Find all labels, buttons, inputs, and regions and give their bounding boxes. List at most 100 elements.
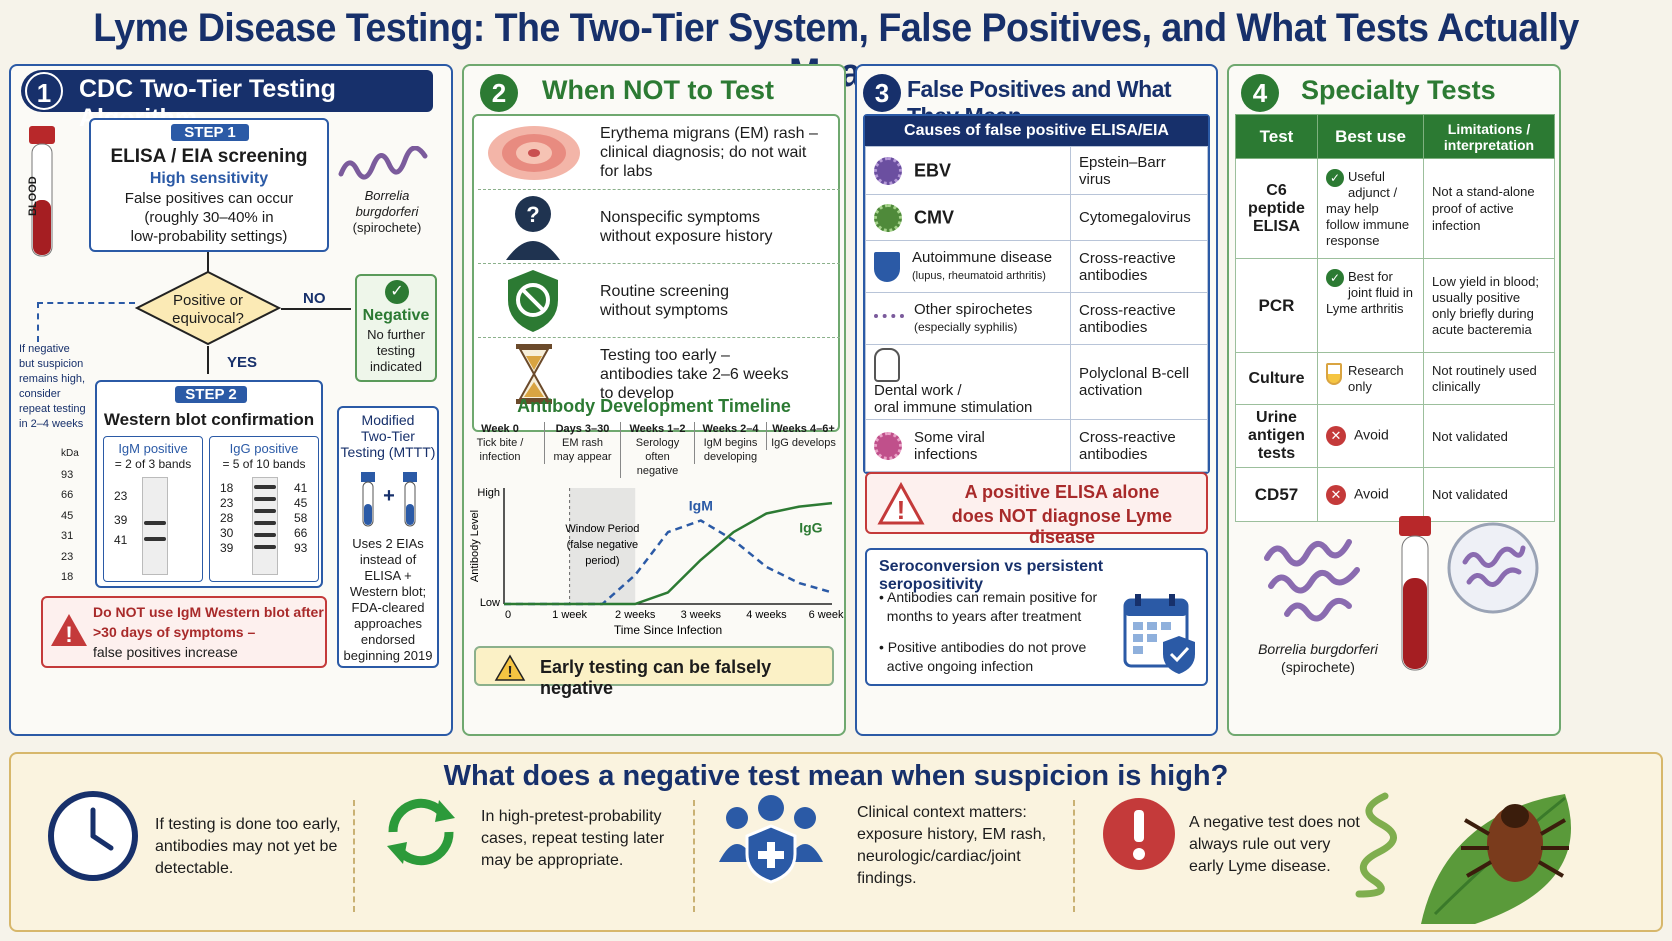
check-icon: ✓ <box>1326 269 1344 287</box>
fp-row-spirochetes: Other spirochetes (especially syphilis) C… <box>865 292 1208 345</box>
igm-rule: = 2 of 3 bands <box>114 457 192 471</box>
x-icon: ✕ <box>1326 426 1346 446</box>
fp-effect: Polyclonal B-cell activation <box>1070 344 1208 420</box>
phase-2-a: Weeks 1–2 <box>629 423 686 435</box>
fp-cause-3b: (lupus, rheumatoid arthritis) <box>912 269 1046 282</box>
negative-l3: indicated <box>369 359 423 374</box>
spirochetes-illustration <box>1264 539 1360 622</box>
warning-icon: ! <box>877 482 925 525</box>
igg-strip <box>252 477 278 575</box>
bottom-banner: What does a negative test mean when susp… <box>9 752 1663 932</box>
igg-left-4: 30 <box>220 526 234 540</box>
b3-l1: Clinical context matters: <box>857 804 1027 821</box>
igg-rule: = 5 of 10 bands <box>222 457 306 471</box>
row4-text: Testing too early – antibodies take 2–6 w… <box>600 346 789 403</box>
igg-band <box>254 533 276 537</box>
kda-23: 23 <box>61 550 74 563</box>
bug-name: Borrelia burgdorferi (spirochete) <box>341 188 433 236</box>
phase-3: Weeks 2–4 IgM begins developing <box>694 422 766 464</box>
virus-icon <box>874 431 902 460</box>
spec-lim-cd57: Not validated <box>1423 467 1555 522</box>
igg-band <box>254 521 276 525</box>
side-note-6: in 2–4 weeks <box>19 418 84 430</box>
igm-band-41 <box>144 537 166 541</box>
igg-strip-box: IgG positive = 5 of 10 bands 18 23 28 30 39 … <box>209 436 319 582</box>
window-annotation: Window Period <box>565 523 639 535</box>
early-banner: ! Early testing can be falsely negative <box>474 646 834 698</box>
caption: Borrelia burgdorferi (spirochete) <box>1243 640 1393 676</box>
kda-label: kDa <box>61 448 79 459</box>
b1-l3: detectable. <box>155 860 234 877</box>
panel-2-title: When NOT to Test <box>542 75 774 105</box>
fp-row-ebv: EBV Epstein–Barr virus <box>865 146 1208 195</box>
hourglass-icon <box>516 344 552 404</box>
series-igg-line <box>504 501 833 606</box>
row3-text: Routine screening without symptoms <box>600 282 729 320</box>
spec-row-cd57: CD57 ✕ Avoid Not validated <box>1235 467 1555 522</box>
spec-row-c6: C6 peptide ELISA ✓ Useful adjunct / may h… <box>1235 158 1555 259</box>
caption-sub: (spirochete) <box>1281 659 1355 675</box>
phase-2: Weeks 1–2 Serology often negative <box>620 422 694 478</box>
person-question-icon: ? <box>506 196 560 260</box>
spec-test-pcr: PCR <box>1235 258 1318 353</box>
sero-b1: • Antibodies can remain positive for mon… <box>879 589 1098 624</box>
arrow-no <box>281 308 351 310</box>
separator <box>353 800 355 912</box>
spirochete-icon <box>1355 792 1397 898</box>
spec-use-culture-text: Research only <box>1348 362 1404 394</box>
rash-icon <box>488 126 580 180</box>
fp-cause: Dental work / oral immune stimulation <box>865 344 1071 420</box>
phase-3-a: Weeks 2–4 <box>702 423 759 435</box>
row1-l2: clinical diagnosis; do not wait <box>600 144 807 161</box>
fp-effect: Cross-reactive antibodies <box>1070 240 1208 293</box>
clock-icon <box>48 791 138 881</box>
y-axis-label: Antibody Level <box>469 510 481 582</box>
phase-4-a: Weeks 4–6+ <box>772 423 835 435</box>
mttt-t2: Two-Tier <box>361 428 415 444</box>
phase-1-a: Days 3–30 <box>555 423 610 435</box>
decision-text: Positive or equivocal? <box>141 292 275 328</box>
window-annotation-2: (false negative <box>567 539 639 551</box>
bug-name-1: Borrelia <box>364 188 410 203</box>
sero-box: Seroconversion vs persistent seropositiv… <box>865 548 1208 686</box>
svg-text:!: ! <box>65 622 72 647</box>
mttt-l1: Uses 2 EIAs <box>352 536 424 551</box>
row1-l1: Erythema migrans (EM) rash – <box>600 125 818 142</box>
phase-0-c: infection <box>479 451 521 463</box>
mttt-l5: FDA-cleared <box>351 600 425 615</box>
caption-name: Borrelia burgdorferi <box>1258 641 1378 657</box>
svg-text:!: ! <box>507 664 512 681</box>
phase-3-c: developing <box>703 451 758 463</box>
fp-cause-6-wrap: Some viral infections <box>914 429 985 463</box>
b2-l3: may be appropriate. <box>481 852 624 869</box>
igm-l1: 23 <box>114 489 128 503</box>
step1-l3: low-probability settings) <box>130 228 288 245</box>
spec-use-pcr: ✓ Best for joint fluid in Lyme arthritis <box>1317 258 1424 353</box>
fp-cause-3: Autoimmune disease <box>912 248 1053 266</box>
spec-test-c6: C6 peptide ELISA <box>1235 158 1318 259</box>
igg-left-labels: 18 23 28 30 39 <box>220 481 233 556</box>
igg-band <box>254 545 276 549</box>
b4-l1: A negative test does not <box>1189 814 1360 831</box>
spec-row-urine: Urine antigen tests ✕ Avoid Not validated <box>1235 404 1555 468</box>
panel-4-title: Specialty Tests <box>1301 75 1496 105</box>
spec-test-culture: Culture <box>1235 352 1318 405</box>
row-screening: Routine screening without symptoms <box>478 264 840 338</box>
series-igg-label: IgG <box>799 520 822 536</box>
check-icon: ✓ <box>1326 168 1344 187</box>
spirochete-icon <box>874 313 904 324</box>
head-use: Best use <box>1317 114 1424 159</box>
spec-use-culture: Research only <box>1317 352 1424 405</box>
igg-left-3: 28 <box>220 511 234 525</box>
sero-b1-l2: months to years after treatment <box>886 608 1082 624</box>
step2-tag: STEP 2 <box>175 386 247 403</box>
fp-cause-4: Other spirochetes <box>914 301 1033 318</box>
bottom-item-2: In high-pretest-probability cases, repeat… <box>481 806 664 872</box>
mttt-l8: beginning 2019 <box>343 648 433 663</box>
kda-31: 31 <box>61 530 74 542</box>
row-em-rash: Erythema migrans (EM) rash – clinical dia… <box>478 116 840 190</box>
bottom-item-3: Clinical context matters: exposure histor… <box>857 802 1046 890</box>
b4-l3: early Lyme disease. <box>1189 858 1331 875</box>
mttt-title: Modified Two-Tier Testing (MTTT) <box>339 412 437 460</box>
fp-cause-2: CMV <box>914 207 954 227</box>
